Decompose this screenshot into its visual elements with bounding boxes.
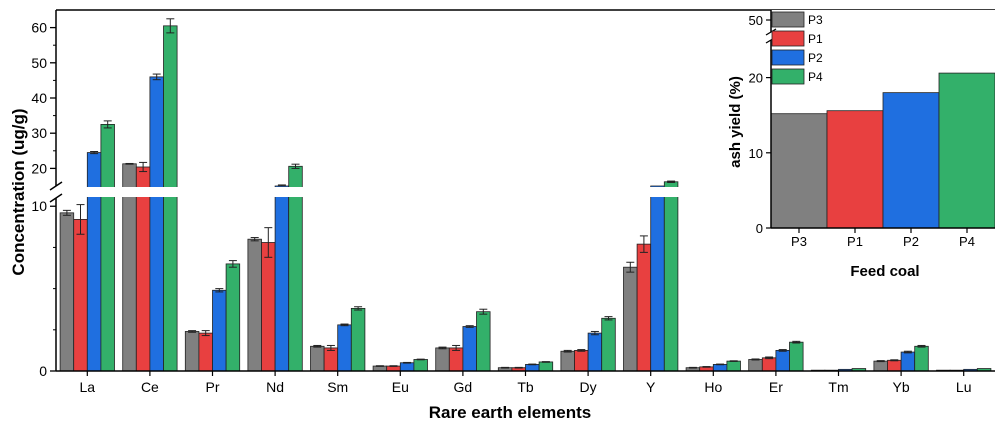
inset-x-tick-label-P3: P3 <box>791 234 807 249</box>
x-tick-label-Lu: Lu <box>956 379 972 395</box>
bar-P4-Eu <box>413 359 428 372</box>
bar-P3-Pr <box>184 331 200 372</box>
bar-P2-Y <box>650 185 665 372</box>
legend-label-P4: P4 <box>808 70 823 84</box>
inset-y-tick-label-10: 10 <box>749 146 763 161</box>
inset-bar-P4 <box>938 72 995 229</box>
y-tick-label-20: 20 <box>31 160 47 176</box>
legend-label-P1: P1 <box>808 32 823 46</box>
inset-x-tick-label-P2: P2 <box>903 234 919 249</box>
bar-P2-Pr <box>212 289 227 372</box>
bar-P4-Ce <box>163 25 178 372</box>
x-tick-label-Y: Y <box>646 379 656 395</box>
bar-P2-Yb <box>900 351 916 372</box>
x-tick-label-La: La <box>80 379 96 395</box>
bar-P3-Gd <box>435 347 450 372</box>
legend-swatch-P2 <box>771 49 805 66</box>
legend-label-P2: P2 <box>808 51 823 65</box>
bar-P3-Nd <box>247 238 262 372</box>
bar-P1-Gd <box>448 347 464 372</box>
inset-y-tick-label-20: 20 <box>749 71 763 86</box>
x-tick-label-Dy: Dy <box>580 379 597 395</box>
bar-P2-La <box>86 152 102 372</box>
legend-swatch-P3 <box>771 11 805 28</box>
inset-bar-P1 <box>826 110 884 229</box>
inset-x-tick-label-P4: P4 <box>959 234 975 249</box>
inset-y-tick-label-50: 50 <box>749 13 763 28</box>
inset-y-tick-label-0: 0 <box>756 221 763 236</box>
bar-P3-La <box>59 212 75 372</box>
y-tick-label-10: 10 <box>31 198 47 214</box>
inset-y-axis-title: ash yield (%) <box>727 76 744 168</box>
y-tick-label-40: 40 <box>31 90 47 106</box>
bar-P2-Tb <box>525 364 540 372</box>
legend-label-P3: P3 <box>808 13 823 27</box>
bar-P4-Y <box>663 181 679 372</box>
bar-P2-Gd <box>462 326 477 372</box>
bar-P4-Pr <box>225 263 241 372</box>
bar-P2-Sm <box>337 324 352 372</box>
axis-break-mark-upper <box>49 181 63 191</box>
bar-P4-Yb <box>914 345 929 372</box>
bar-P4-Gd <box>476 311 491 372</box>
bar-P3-Yb <box>873 360 888 372</box>
x-tick-label-Sm: Sm <box>327 379 348 395</box>
bar-P2-Dy <box>587 332 603 372</box>
y-tick-label-60: 60 <box>31 20 47 36</box>
bar-P4-Dy <box>601 317 616 372</box>
bar-P2-Ce <box>149 76 164 372</box>
inset-x-tick-label-P1: P1 <box>847 234 863 249</box>
bar-P3-Er <box>748 359 763 372</box>
x-tick-label-Er: Er <box>769 379 783 395</box>
bar-P1-Nd <box>261 242 276 372</box>
legend-swatch-P1 <box>771 30 805 47</box>
bar-P2-Ho <box>712 364 728 372</box>
inset-break-mark-upper <box>765 28 777 36</box>
bar-P1-Sm <box>323 347 339 372</box>
x-tick-label-Ho: Ho <box>704 379 722 395</box>
bar-P1-La <box>73 219 88 372</box>
bar-P3-Sm <box>310 345 325 372</box>
x-tick-label-Eu: Eu <box>392 379 409 395</box>
bar-P4-Tb <box>538 361 554 372</box>
y-tick-label-0: 0 <box>39 363 47 379</box>
x-tick-label-Nd: Nd <box>266 379 284 395</box>
y-tick-label-30: 30 <box>31 125 47 141</box>
bar-P1-Dy <box>574 349 589 372</box>
bar-P4-Er <box>789 341 804 372</box>
bar-P2-Eu <box>399 362 415 372</box>
inset-bar-P3 <box>770 113 828 229</box>
bar-P3-Y <box>623 266 638 372</box>
bar-P4-Sm <box>350 307 366 372</box>
bar-P1-Pr <box>198 332 213 372</box>
bar-P4-La <box>100 124 115 372</box>
x-tick-label-Ce: Ce <box>141 379 159 395</box>
x-axis-title: Rare earth elements <box>429 403 592 422</box>
y-axis-title: Concentration (ug/g) <box>9 108 28 275</box>
x-tick-label-Gd: Gd <box>454 379 473 395</box>
bar-P2-Nd <box>274 185 290 372</box>
bar-P1-Ce <box>135 166 151 372</box>
bar-P1-Er <box>761 357 777 372</box>
bar-P1-Y <box>636 243 652 372</box>
legend: P3 P1 P2 P4 <box>771 11 823 85</box>
axis-break-band <box>52 187 995 197</box>
x-tick-label-Tb: Tb <box>517 379 534 395</box>
main-chart-axes: 0 10 20 30 40 50 60 La Ce Pr Nd Sm Eu Gd Tb Dy Y Ho Er Tm Yb… <box>31 9 995 395</box>
x-tick-label-Yb: Yb <box>893 379 910 395</box>
axis-break-mark-lower <box>49 193 63 203</box>
bar-P3-Dy <box>560 350 575 372</box>
inset-ash-yield-chart: P3 P1 P2 P4 0 10 20 50 <box>749 10 995 249</box>
legend-swatch-P4 <box>771 68 805 85</box>
inset-bar-P2 <box>882 92 940 229</box>
x-tick-label-Tm: Tm <box>828 379 848 395</box>
bar-P1-Yb <box>887 359 902 372</box>
y-tick-label-50: 50 <box>31 55 47 71</box>
bar-P2-Er <box>775 349 790 372</box>
inset-x-axis-title: Feed coal <box>850 263 919 280</box>
bar-P4-Ho <box>726 360 741 372</box>
x-tick-label-Pr: Pr <box>206 379 220 395</box>
